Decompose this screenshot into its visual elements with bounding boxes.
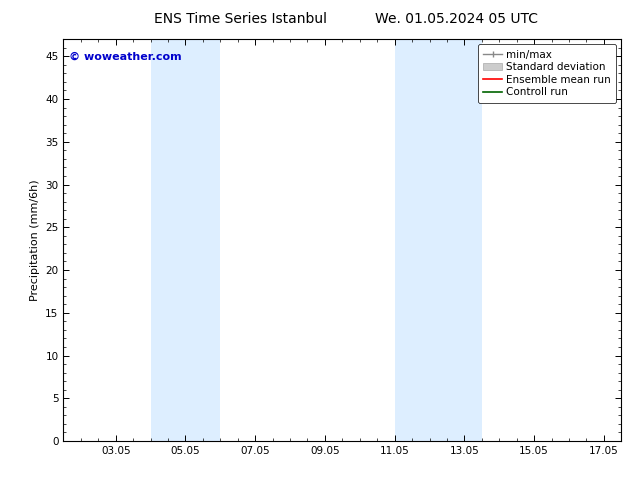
Legend: min/max, Standard deviation, Ensemble mean run, Controll run: min/max, Standard deviation, Ensemble me… [478,45,616,102]
Text: We. 01.05.2024 05 UTC: We. 01.05.2024 05 UTC [375,12,538,26]
Bar [429,39,482,441]
Y-axis label: Precipitation (mm/6h): Precipitation (mm/6h) [30,179,40,301]
Bar [150,39,221,441]
Text: ENS Time Series Istanbul: ENS Time Series Istanbul [155,12,327,26]
Bar [394,39,430,441]
Text: © woweather.com: © woweather.com [69,51,181,61]
